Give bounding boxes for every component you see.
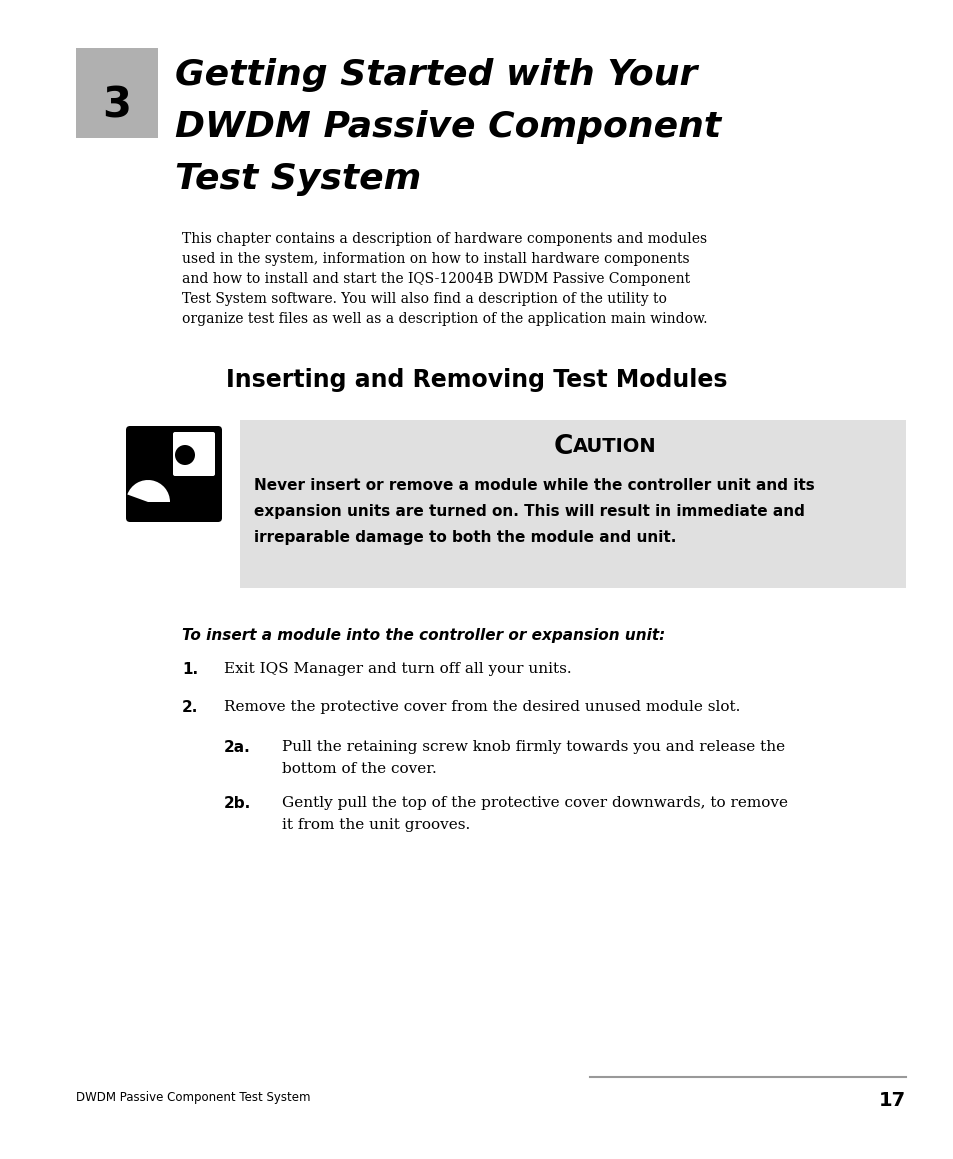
Text: it from the unit grooves.: it from the unit grooves. (282, 818, 470, 832)
Text: 2a.: 2a. (224, 739, 251, 755)
Text: DWDM Passive Component Test System: DWDM Passive Component Test System (76, 1091, 310, 1105)
Wedge shape (127, 480, 170, 502)
Text: 3: 3 (102, 83, 132, 126)
Text: Inserting and Removing Test Modules: Inserting and Removing Test Modules (226, 369, 727, 392)
FancyBboxPatch shape (172, 432, 214, 476)
Bar (240, 420, 905, 588)
Text: Exit IQS Manager and turn off all your units.: Exit IQS Manager and turn off all your u… (224, 662, 571, 676)
Text: Test System: Test System (174, 162, 421, 196)
Text: organize test files as well as a description of the application main window.: organize test files as well as a descrip… (182, 312, 707, 326)
Text: Never insert or remove a module while the controller unit and its: Never insert or remove a module while th… (253, 478, 814, 493)
Text: C: C (553, 433, 573, 460)
Text: To insert a module into the controller or expansion unit:: To insert a module into the controller o… (182, 628, 664, 643)
Text: and how to install and start the IQS-12004B DWDM Passive Component: and how to install and start the IQS-120… (182, 272, 689, 286)
Text: 17: 17 (878, 1091, 905, 1110)
Text: DWDM Passive Component: DWDM Passive Component (174, 110, 720, 144)
Text: expansion units are turned on. This will result in immediate and: expansion units are turned on. This will… (253, 504, 804, 519)
Text: irreparable damage to both the module and unit.: irreparable damage to both the module an… (253, 530, 676, 545)
Text: This chapter contains a description of hardware components and modules: This chapter contains a description of h… (182, 232, 706, 246)
Text: 2b.: 2b. (224, 796, 251, 811)
Circle shape (174, 445, 194, 465)
Text: Gently pull the top of the protective cover downwards, to remove: Gently pull the top of the protective co… (282, 796, 787, 810)
Text: 1.: 1. (182, 662, 198, 677)
Text: Getting Started with Your: Getting Started with Your (174, 58, 697, 92)
Text: AUTION: AUTION (573, 437, 656, 455)
Text: Test System software. You will also find a description of the utility to: Test System software. You will also find… (182, 292, 666, 306)
Bar (76, 48, 158, 138)
Text: Remove the protective cover from the desired unused module slot.: Remove the protective cover from the des… (224, 700, 740, 714)
Text: 2.: 2. (182, 700, 198, 715)
Text: bottom of the cover.: bottom of the cover. (282, 761, 436, 777)
Text: Pull the retaining screw knob firmly towards you and release the: Pull the retaining screw knob firmly tow… (282, 739, 784, 755)
FancyBboxPatch shape (126, 427, 222, 522)
Text: used in the system, information on how to install hardware components: used in the system, information on how t… (182, 252, 689, 267)
